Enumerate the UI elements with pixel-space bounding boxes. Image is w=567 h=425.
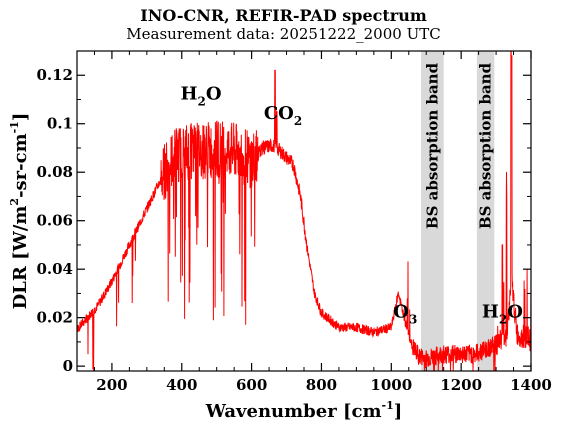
absorption-band-2: [476, 51, 495, 371]
x-tick-label: 200: [96, 376, 127, 394]
chart-subtitle: Measurement data: 20251222_2000 UTC: [126, 25, 441, 43]
spectrum-line: [77, 51, 531, 371]
y-tick-label: 0.06: [36, 212, 73, 230]
x-tick-label: 1400: [510, 376, 552, 394]
annotation-label: H2O: [180, 83, 221, 108]
y-tick-label: 0.12: [36, 66, 73, 84]
chart-title: INO-CNR, REFIR-PAD spectrum: [140, 6, 427, 25]
y-tick-label: 0: [63, 357, 73, 375]
annotation-label: CO2: [264, 103, 302, 128]
y-tick-label: 0.04: [36, 260, 73, 278]
x-tick-label: 1000: [370, 376, 412, 394]
y-tick-label: 0.1: [47, 115, 73, 133]
y-tick-label: 0.02: [36, 309, 73, 327]
x-tick-label: 800: [306, 376, 337, 394]
annotation-label: O3: [393, 302, 417, 327]
y-axis-label: DLR [W/m2-sr-cm-1]: [8, 113, 31, 310]
x-tick-label: 600: [236, 376, 267, 394]
annotation-label: H2O: [482, 302, 523, 327]
x-axis-label: Wavenumber [cm-1]: [205, 399, 403, 422]
absorption-band-1: [420, 51, 444, 371]
x-tick-label: 400: [166, 376, 197, 394]
x-tick-label: 1200: [440, 376, 482, 394]
absorption-band-label-1: BS absorption band: [423, 62, 441, 229]
y-tick-label: 0.08: [36, 163, 73, 181]
absorption-band-label-2: BS absorption band: [477, 62, 495, 229]
